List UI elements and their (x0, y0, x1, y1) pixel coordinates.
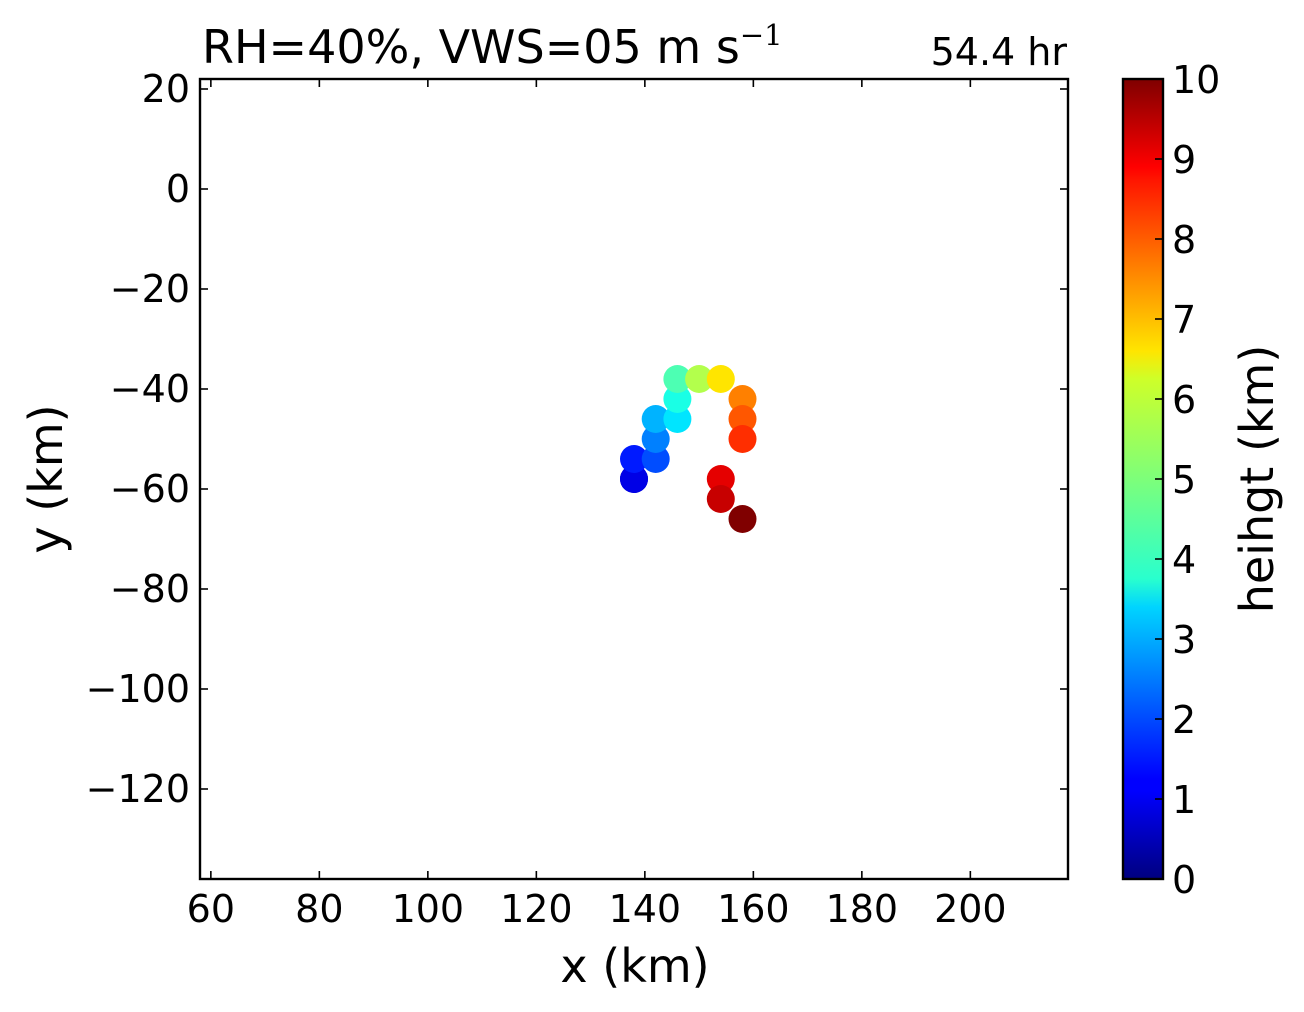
y-tick-label: −100 (86, 667, 190, 711)
data-point (641, 425, 670, 453)
x-tick-label: 180 (826, 887, 899, 931)
y-tick-label: −40 (110, 367, 190, 411)
y-tick-label: −20 (110, 267, 190, 311)
data-point (728, 505, 757, 533)
data-point (663, 405, 692, 433)
plot-area: 60 80 100 120 140 160 180 200 200−20−40−60−80−1… (86, 67, 1070, 931)
colorbar-tick-label: 7 (1172, 298, 1196, 342)
data-points (620, 365, 757, 533)
x-tick-label: 100 (392, 887, 465, 931)
colorbar-tick-label: 5 (1172, 458, 1196, 502)
colorbar-tick-label: 0 (1172, 858, 1196, 902)
chart-title-superscript: −1 (740, 18, 783, 52)
colorbar-tick-label: 3 (1172, 618, 1196, 662)
colorbar-tick-label: 1 (1172, 778, 1196, 822)
colorbar-ticks: 0 1 2 3 4 5 6 7 8 9 10 (1155, 58, 1220, 902)
data-point (728, 385, 757, 413)
y-axis-label: y (km) (19, 404, 73, 553)
y-tick-label: 20 (142, 67, 190, 111)
colorbar: 0 1 2 3 4 5 6 7 8 9 10 heihgt (km) (1121, 58, 1284, 902)
x-tick-label: 160 (717, 887, 790, 931)
x-axis-label: x (km) (560, 939, 709, 993)
x-tick-label: 200 (934, 887, 1007, 931)
colorbar-tick-label: 4 (1172, 538, 1196, 582)
time-label: 54.4 hr (931, 30, 1068, 74)
data-point (728, 425, 757, 453)
data-point (728, 405, 757, 433)
colorbar-tick-label: 10 (1172, 58, 1220, 102)
data-point (706, 465, 735, 493)
colorbar-tick-label: 2 (1172, 698, 1196, 742)
colorbar-tick-label: 8 (1172, 218, 1196, 262)
colorbar-label: heihgt (km) (1230, 345, 1284, 614)
data-point (663, 365, 692, 393)
y-axis-ticks: 20 0 −20 −40 −60 −80 −100 −120 (86, 67, 1068, 811)
x-tick-label: 60 (187, 887, 235, 931)
y-tick-label: −80 (110, 567, 190, 611)
colorbar-tick-label: 6 (1172, 378, 1196, 422)
y-tick-label: −120 (86, 767, 190, 811)
colorbar-tick-label: 9 (1172, 138, 1196, 182)
x-tick-label: 80 (295, 887, 343, 931)
x-axis-ticks: 60 80 100 120 140 160 180 200 (187, 79, 1007, 931)
y-tick-label: −60 (110, 467, 190, 511)
data-point (706, 485, 735, 513)
data-point (685, 365, 714, 393)
x-tick-label: 140 (609, 887, 682, 931)
y-tick-label: 0 (166, 167, 190, 211)
chart-title: RH=40%, VWS=05 m s−1 (202, 18, 783, 74)
data-point (663, 385, 692, 413)
data-point (706, 365, 735, 393)
data-point (641, 405, 670, 433)
x-tick-label: 120 (500, 887, 573, 931)
data-point (620, 445, 648, 473)
data-point (620, 465, 648, 493)
chart-title-main: RH=40%, VWS=05 m s (202, 20, 740, 74)
data-point (641, 445, 670, 473)
axes-frame (198, 77, 1070, 881)
